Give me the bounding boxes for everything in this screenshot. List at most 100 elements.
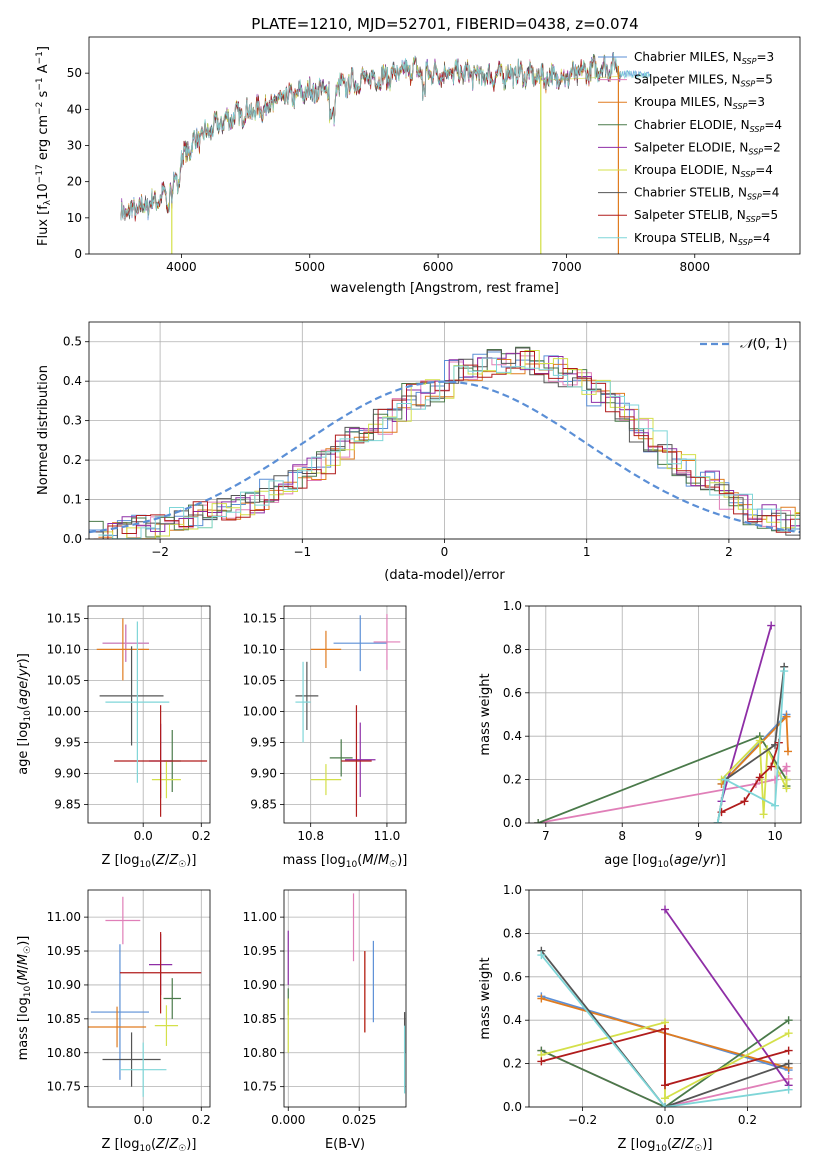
x-tick-label: 9 [695, 829, 703, 843]
x-tick-label: 0.0 [655, 1113, 674, 1127]
y-tick-label: 0.8 [503, 642, 522, 656]
chart-weight-vs-Z: −0.2 0.0 0.2 0.0 0.2 0.4 0.6 0.8 1.0 mass weight Z… [478, 883, 802, 1154]
y-tick-label: 10.00 [47, 704, 81, 718]
weight-marker [537, 1057, 546, 1066]
axes-frame [88, 36, 801, 255]
plot-area [96, 618, 208, 817]
y-tick-label: 9.90 [54, 766, 81, 780]
y-axis-label: Normed distribution [36, 365, 51, 495]
y-tick-label: 0.4 [503, 1013, 522, 1027]
y-tick-label: 10.90 [47, 978, 81, 992]
y-tick-label: 10.80 [47, 1046, 81, 1060]
y-axis-label: age [log10(age/yr)] [16, 653, 33, 775]
figure-title: PLATE=1210, MJD=52701, FIBERID=0438, z=0… [251, 15, 638, 33]
x-tick-label: 8000 [679, 260, 710, 274]
y-tick-label: 10.85 [243, 1012, 277, 1026]
y-tick-label: 10.95 [47, 944, 81, 958]
weight-marker [755, 736, 764, 745]
weight-marker [782, 775, 791, 784]
y-tick-label: 0.0 [503, 1100, 522, 1114]
weight-marker [782, 712, 791, 721]
x-tick-label: 8 [618, 829, 626, 843]
x-tick-label: 0.2 [192, 829, 211, 843]
y-tick-label: 0.0 [63, 532, 82, 546]
x-tick-label: −1 [293, 545, 311, 559]
legend-entry: Chabrier MILES, NSSP=3 [634, 50, 774, 66]
y-tick-label: 0.5 [63, 335, 82, 349]
plot-area [534, 621, 793, 823]
weight-line-kroupa-stelib [716, 671, 786, 823]
weight-marker [784, 1085, 793, 1094]
weight-marker [713, 819, 722, 823]
chart-spectrum: 4000 5000 6000 7000 8000 0 10 20 30 40 50 wavelengt… [35, 36, 801, 296]
hist-salpeter-elodie [93, 353, 800, 533]
plot-area [89, 346, 800, 539]
plot-area [287, 893, 406, 1094]
x-tick-label: 7000 [551, 260, 582, 274]
legend-entry: Chabrier ELODIE, NSSP=4 [634, 118, 782, 134]
weight-marker [537, 951, 546, 960]
y-tick-label: 0.4 [503, 729, 522, 743]
y-tick-label: 10.05 [243, 673, 277, 687]
chart-mass-vs-Z: 0.0 0.2 10.75 10.80 10.85 10.90 10.95 11.00 Z [l… [16, 889, 211, 1154]
y-tick-label: 0.1 [63, 493, 82, 507]
x-tick-label: 10.8 [297, 829, 324, 843]
legend-entry: Kroupa MILES, NSSP=3 [634, 95, 765, 111]
x-tick-label: 0.0 [134, 1113, 153, 1127]
x-axis-label: age [log10(age/yr)] [604, 853, 726, 870]
y-tick-label: 0.3 [63, 414, 82, 428]
plot-area [120, 51, 651, 254]
legend-entry: Chabrier STELIB, NSSP=4 [634, 186, 779, 202]
weight-line-chabrier-elodie [541, 1019, 790, 1107]
weight-line-salpeter-elodie [720, 625, 773, 802]
y-tick-label: 10.75 [47, 1080, 81, 1094]
weight-marker [759, 810, 768, 819]
plot-area [295, 614, 401, 817]
x-tick-label: 1 [583, 545, 591, 559]
y-tick-label: 0.0 [503, 816, 522, 830]
axes-frame [88, 321, 801, 540]
axes-frame [283, 605, 407, 824]
plot-area [537, 905, 793, 1107]
y-tick-label: 10.90 [243, 978, 277, 992]
legend-entry: Kroupa ELODIE, NSSP=4 [634, 163, 773, 179]
weight-marker [767, 621, 776, 630]
x-tick-label: 6000 [423, 260, 454, 274]
x-tick-label: 0 [441, 545, 449, 559]
x-axis-label: wavelength [Angstrom, rest frame] [330, 281, 559, 296]
weight-line-salpeter-stelib [541, 1027, 789, 1087]
weight-line-kroupa-stelib [540, 954, 789, 1107]
axes-frame [528, 605, 802, 824]
y-tick-label: 9.95 [54, 735, 81, 749]
y-tick-label: 1.0 [503, 883, 522, 897]
spectrum-line-kroupa-stelib [120, 52, 651, 221]
weight-marker [721, 775, 730, 784]
y-tick-label: 1.0 [503, 599, 522, 613]
y-tick-label: 10.10 [47, 642, 81, 656]
y-tick-label: 10.15 [47, 611, 81, 625]
y-tick-label: 9.85 [54, 797, 81, 811]
x-tick-label: 0.025 [342, 1113, 376, 1127]
weight-marker [782, 766, 791, 775]
legend-entry: 𝒩(0, 1) [740, 337, 787, 352]
y-tick-label: 0.2 [503, 773, 522, 787]
weight-marker [661, 905, 669, 914]
y-tick-label: 0 [74, 247, 82, 261]
y-tick-label: 40 [67, 102, 82, 116]
y-tick-label: 20 [67, 175, 82, 189]
weight-marker [771, 775, 780, 784]
y-tick-label: 10.75 [243, 1080, 277, 1094]
x-tick-label: 0.2 [192, 1113, 211, 1127]
x-tick-label: 10 [767, 829, 782, 843]
normal-curve [89, 380, 800, 534]
y-tick-label: 9.90 [250, 766, 277, 780]
x-tick-label: 0.000 [271, 1113, 305, 1127]
weight-marker [661, 1081, 669, 1090]
y-axis-label: mass weight [478, 957, 493, 1039]
y-tick-label: 50 [67, 66, 82, 80]
x-axis-label: Z [log10(Z/Z☉)] [102, 853, 197, 870]
weight-marker [771, 801, 780, 810]
x-tick-label: 7 [542, 829, 550, 843]
weight-marker [755, 773, 764, 782]
